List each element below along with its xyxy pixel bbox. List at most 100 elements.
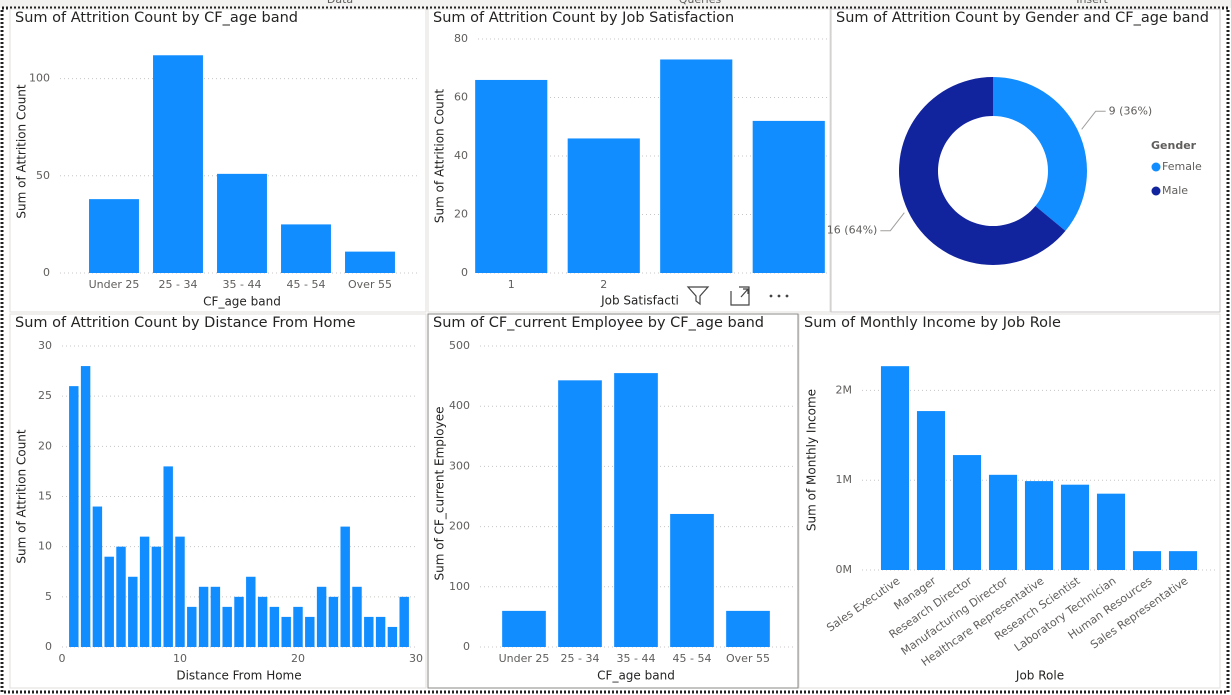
bar bbox=[670, 513, 714, 647]
y-tick-label: 100 bbox=[449, 580, 470, 593]
y-tick-label: 5 bbox=[45, 590, 52, 603]
bar bbox=[187, 606, 197, 647]
y-axis-title: Sum of Attrition Count bbox=[15, 84, 29, 219]
y-tick-label: 60 bbox=[454, 91, 468, 104]
y-tick-label: 0 bbox=[45, 640, 52, 653]
chart-title: Sum of Monthly Income by Job Role bbox=[804, 315, 1061, 331]
bar bbox=[1096, 493, 1126, 570]
bar bbox=[345, 251, 395, 273]
bar bbox=[198, 586, 209, 647]
bar bbox=[89, 199, 139, 273]
chart-title: Sum of Attrition Count by Gender and CF_… bbox=[836, 10, 1209, 26]
leader-line bbox=[1081, 110, 1106, 130]
bar bbox=[281, 616, 291, 647]
y-tick-label: 0 bbox=[461, 266, 468, 279]
legend-marker bbox=[1151, 162, 1161, 172]
y-tick-label: 10 bbox=[38, 540, 52, 553]
bar bbox=[614, 373, 658, 647]
legend-entry: Male bbox=[1162, 184, 1188, 197]
bar bbox=[293, 606, 303, 647]
legend-marker bbox=[1151, 186, 1161, 196]
bar bbox=[502, 610, 546, 647]
ribbon-tab[interactable]: Insert bbox=[1076, 0, 1108, 6]
y-tick-label: 400 bbox=[449, 399, 470, 412]
ribbon-bar bbox=[0, 0, 1231, 8]
x-axis-title: CF_age band bbox=[597, 669, 675, 683]
y-tick-label: 20 bbox=[38, 439, 52, 452]
bar bbox=[69, 386, 79, 647]
bar bbox=[558, 380, 602, 647]
bar bbox=[80, 366, 91, 647]
y-tick-label: 2M bbox=[836, 383, 853, 396]
x-tick-label: 45 - 54 bbox=[673, 652, 712, 665]
y-axis-title: Sum of Monthly Income bbox=[805, 389, 819, 531]
filter-icon[interactable] bbox=[686, 286, 710, 306]
x-tick-label: 10 bbox=[173, 652, 187, 665]
header-bg bbox=[680, 282, 800, 310]
y-axis-title: Sum of CF_current Employee bbox=[433, 407, 447, 581]
x-tick-label: 35 - 44 bbox=[223, 278, 262, 291]
x-tick-label: 35 - 44 bbox=[617, 652, 656, 665]
bar bbox=[916, 411, 946, 570]
chart-title: Sum of Attrition Count by Distance From … bbox=[15, 315, 356, 331]
x-tick-label: Over 55 bbox=[348, 278, 392, 291]
bar bbox=[269, 606, 280, 647]
x-tick-label: 1 bbox=[508, 278, 515, 291]
bar bbox=[316, 586, 327, 647]
bar bbox=[952, 455, 982, 570]
x-axis-title: Job Role bbox=[1015, 669, 1064, 683]
bar bbox=[210, 586, 221, 647]
chart-title: Sum of Attrition Count by CF_age band bbox=[15, 10, 298, 26]
x-tick-label: 30 bbox=[409, 652, 423, 665]
data-label: 16 (64%) bbox=[827, 224, 878, 237]
y-tick-label: 25 bbox=[38, 389, 52, 402]
bar bbox=[92, 506, 103, 647]
x-tick-label: 25 - 34 bbox=[159, 278, 198, 291]
focus-icon[interactable] bbox=[730, 286, 750, 306]
y-tick-label: 100 bbox=[29, 72, 50, 85]
legend-title: Gender bbox=[1151, 139, 1197, 152]
bar bbox=[567, 138, 640, 273]
y-tick-label: 15 bbox=[38, 490, 52, 503]
y-tick-label: 0M bbox=[836, 563, 853, 576]
bar bbox=[328, 596, 339, 647]
bar bbox=[1168, 551, 1198, 570]
more-options[interactable] bbox=[769, 294, 789, 298]
x-axis-title: Job Satisfacti bbox=[600, 294, 679, 308]
y-tick-label: 0 bbox=[463, 640, 470, 653]
bar bbox=[364, 616, 374, 647]
visual-header bbox=[680, 282, 800, 310]
bar bbox=[116, 546, 126, 647]
bar bbox=[387, 626, 398, 647]
bar bbox=[726, 610, 770, 647]
bar bbox=[257, 596, 268, 647]
x-tick-label: 0 bbox=[59, 652, 66, 665]
x-tick-label: Under 25 bbox=[89, 278, 140, 291]
y-tick-label: 200 bbox=[449, 520, 470, 533]
y-axis-title: Sum of Attrition Count bbox=[15, 429, 29, 564]
x-tick-label: 20 bbox=[291, 652, 305, 665]
donut-slice bbox=[898, 77, 1066, 265]
bar bbox=[281, 224, 331, 273]
ribbon-tab[interactable]: Data bbox=[327, 0, 353, 6]
leader-line bbox=[880, 212, 905, 232]
x-tick-label: 2 bbox=[600, 278, 607, 291]
charts: Sum of Attrition Count by CF_age band050… bbox=[15, 10, 1215, 683]
y-tick-label: 300 bbox=[449, 459, 470, 472]
x-axis-title: Distance From Home bbox=[176, 669, 301, 683]
y-axis-title: Sum of Attrition Count bbox=[433, 89, 447, 224]
bar bbox=[399, 596, 409, 647]
bar bbox=[217, 173, 267, 273]
chart-title: Sum of CF_current Employee by CF_age ban… bbox=[433, 315, 764, 331]
legend-entry: Female bbox=[1162, 160, 1202, 173]
y-tick-label: 0 bbox=[43, 266, 50, 279]
y-tick-label: 500 bbox=[449, 339, 470, 352]
bar bbox=[128, 576, 138, 647]
bar bbox=[340, 526, 350, 647]
bar bbox=[1060, 484, 1090, 570]
ribbon-tab[interactable]: Queries bbox=[679, 0, 722, 6]
bar bbox=[305, 616, 315, 647]
y-tick-label: 30 bbox=[38, 339, 52, 352]
x-tick-label: Under 25 bbox=[499, 652, 550, 665]
